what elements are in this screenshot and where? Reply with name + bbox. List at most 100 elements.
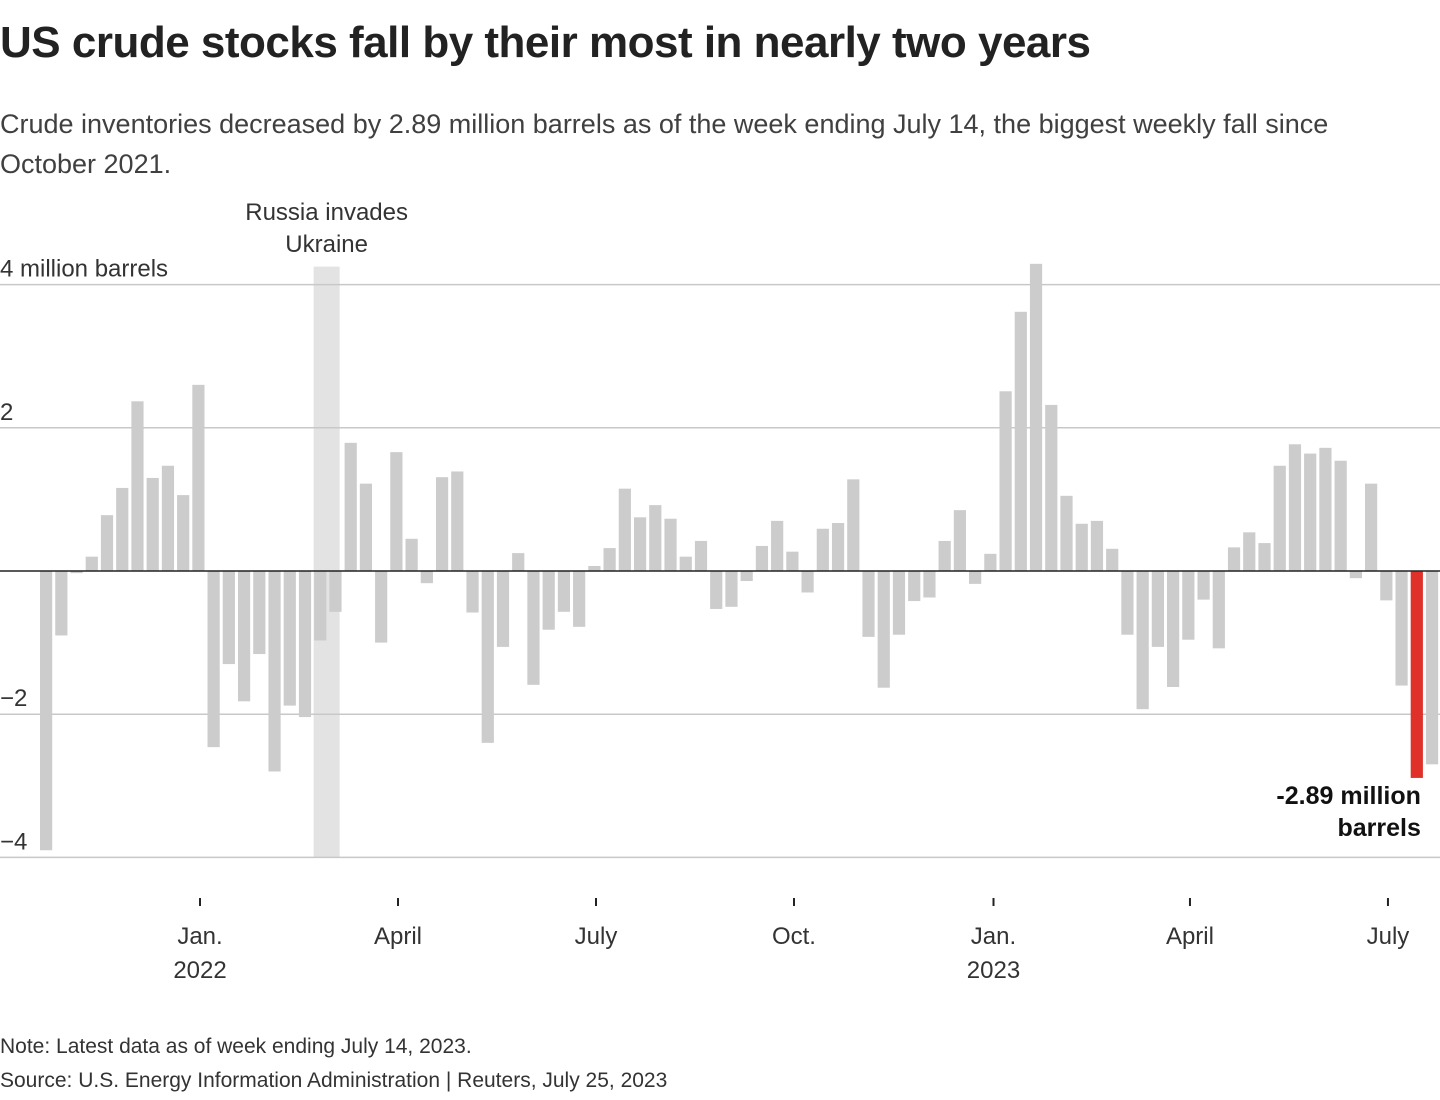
y-tick-label: 4 million barrels [0, 256, 168, 283]
chart-subtitle: Crude inventories decreased by 2.89 mill… [0, 109, 1329, 179]
bar [1136, 571, 1149, 710]
bar [344, 442, 357, 571]
bar [1090, 520, 1104, 571]
bar [938, 540, 951, 571]
bar [1395, 571, 1408, 686]
bar [649, 505, 662, 571]
bar [359, 483, 373, 571]
bar [1227, 547, 1241, 571]
bar [70, 571, 83, 574]
bar [694, 540, 708, 571]
bar [740, 571, 753, 582]
bar [618, 488, 631, 571]
bar [527, 571, 540, 685]
bar-chart: 4 million barrels 2 −2 −4 Jan. 2022 April July O… [0, 199, 1440, 984]
bar [131, 401, 144, 571]
bar [603, 548, 616, 571]
y-tick-label: 2 [0, 399, 13, 426]
bar [435, 477, 449, 571]
bar [892, 571, 906, 635]
bar [1182, 571, 1195, 640]
bar [984, 553, 997, 571]
bar [222, 571, 235, 665]
bar [1151, 571, 1164, 647]
bar [146, 477, 159, 571]
bar [116, 487, 129, 571]
bar [969, 571, 982, 584]
bar [1045, 404, 1058, 571]
bar [1106, 548, 1119, 571]
x-tick-year: 2022 [173, 957, 226, 984]
bar [1425, 571, 1439, 765]
bar [1273, 465, 1286, 571]
bar [466, 571, 479, 613]
bar [375, 571, 388, 643]
bar [1029, 263, 1043, 571]
bar [283, 571, 296, 706]
bar [314, 571, 327, 641]
bar [664, 518, 677, 571]
bar [40, 571, 53, 851]
shade-layer [313, 266, 340, 858]
bar [542, 571, 555, 630]
x-tick-label: July [1367, 923, 1410, 950]
highlighted-bar [1410, 571, 1423, 778]
bar [1014, 311, 1027, 571]
x-tick-label: July [575, 923, 618, 950]
bar [329, 571, 342, 612]
bar [847, 479, 860, 571]
callout-line2: barrels [1338, 814, 1421, 842]
x-tick-label: April [374, 923, 422, 950]
bar [1334, 460, 1347, 571]
bar [390, 452, 403, 571]
chart-title: US crude stocks fall by their most in ne… [0, 18, 1091, 67]
bar [573, 571, 586, 627]
bar [710, 571, 723, 609]
bar [1319, 447, 1332, 571]
bar [237, 571, 251, 702]
y-tick-label: −2 [0, 685, 27, 712]
bar [1197, 571, 1210, 600]
bar [801, 571, 814, 593]
x-tick-label: Jan. [971, 923, 1016, 950]
axis-layer: 4 million barrels 2 −2 −4 Jan. 2022 April July O… [0, 256, 1440, 984]
bar [481, 571, 494, 743]
bar [1380, 571, 1393, 601]
bar [877, 571, 890, 688]
bar [862, 571, 875, 637]
grid-layer [0, 283, 1440, 859]
bar [725, 571, 738, 607]
bar [1365, 483, 1378, 571]
bar [755, 545, 769, 571]
footer-source: Source: U.S. Energy Information Administ… [0, 1069, 668, 1092]
bars-layer [40, 263, 1439, 851]
bar [1304, 453, 1317, 571]
event-label-line2: Ukraine [285, 231, 368, 258]
annotation-layer: Russia invades Ukraine -2.89 million barrel… [245, 199, 1421, 842]
bar [1243, 532, 1256, 571]
bar [100, 515, 114, 571]
footer-notes: Note: Latest data as of week ending July… [0, 1030, 667, 1098]
bar [557, 571, 571, 612]
bar [85, 556, 98, 571]
event-shade-band [313, 266, 340, 858]
bar [1349, 571, 1362, 579]
x-tick-year: 2023 [967, 957, 1020, 984]
bar [816, 528, 829, 571]
bar [253, 571, 266, 655]
bar [771, 520, 784, 571]
bar [1075, 523, 1088, 571]
bar [268, 571, 281, 772]
bar [420, 571, 433, 584]
bar [923, 571, 936, 598]
bar [161, 465, 175, 571]
bar [55, 571, 68, 636]
bar [207, 571, 220, 748]
footer-note: Note: Latest data as of week ending July… [0, 1035, 472, 1058]
bar [192, 384, 205, 571]
bar [786, 551, 799, 571]
bar [1121, 571, 1134, 635]
x-tick-label: Jan. [177, 923, 222, 950]
callout-line1: -2.89 million [1276, 782, 1420, 810]
bar [1288, 444, 1302, 571]
